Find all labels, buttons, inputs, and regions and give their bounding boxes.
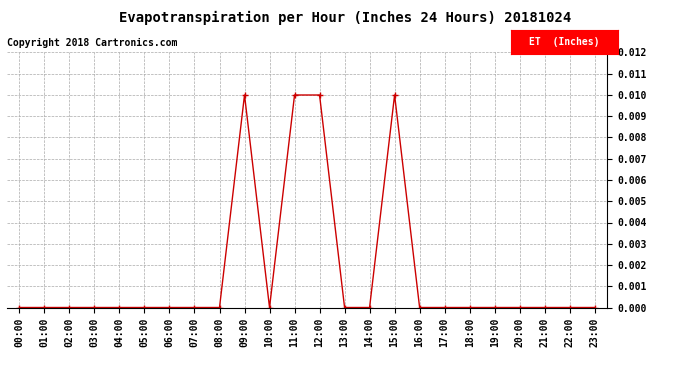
Text: Evapotranspiration per Hour (Inches 24 Hours) 20181024: Evapotranspiration per Hour (Inches 24 H… [119,11,571,26]
Text: Copyright 2018 Cartronics.com: Copyright 2018 Cartronics.com [7,38,177,48]
Text: ET  (Inches): ET (Inches) [529,37,600,47]
